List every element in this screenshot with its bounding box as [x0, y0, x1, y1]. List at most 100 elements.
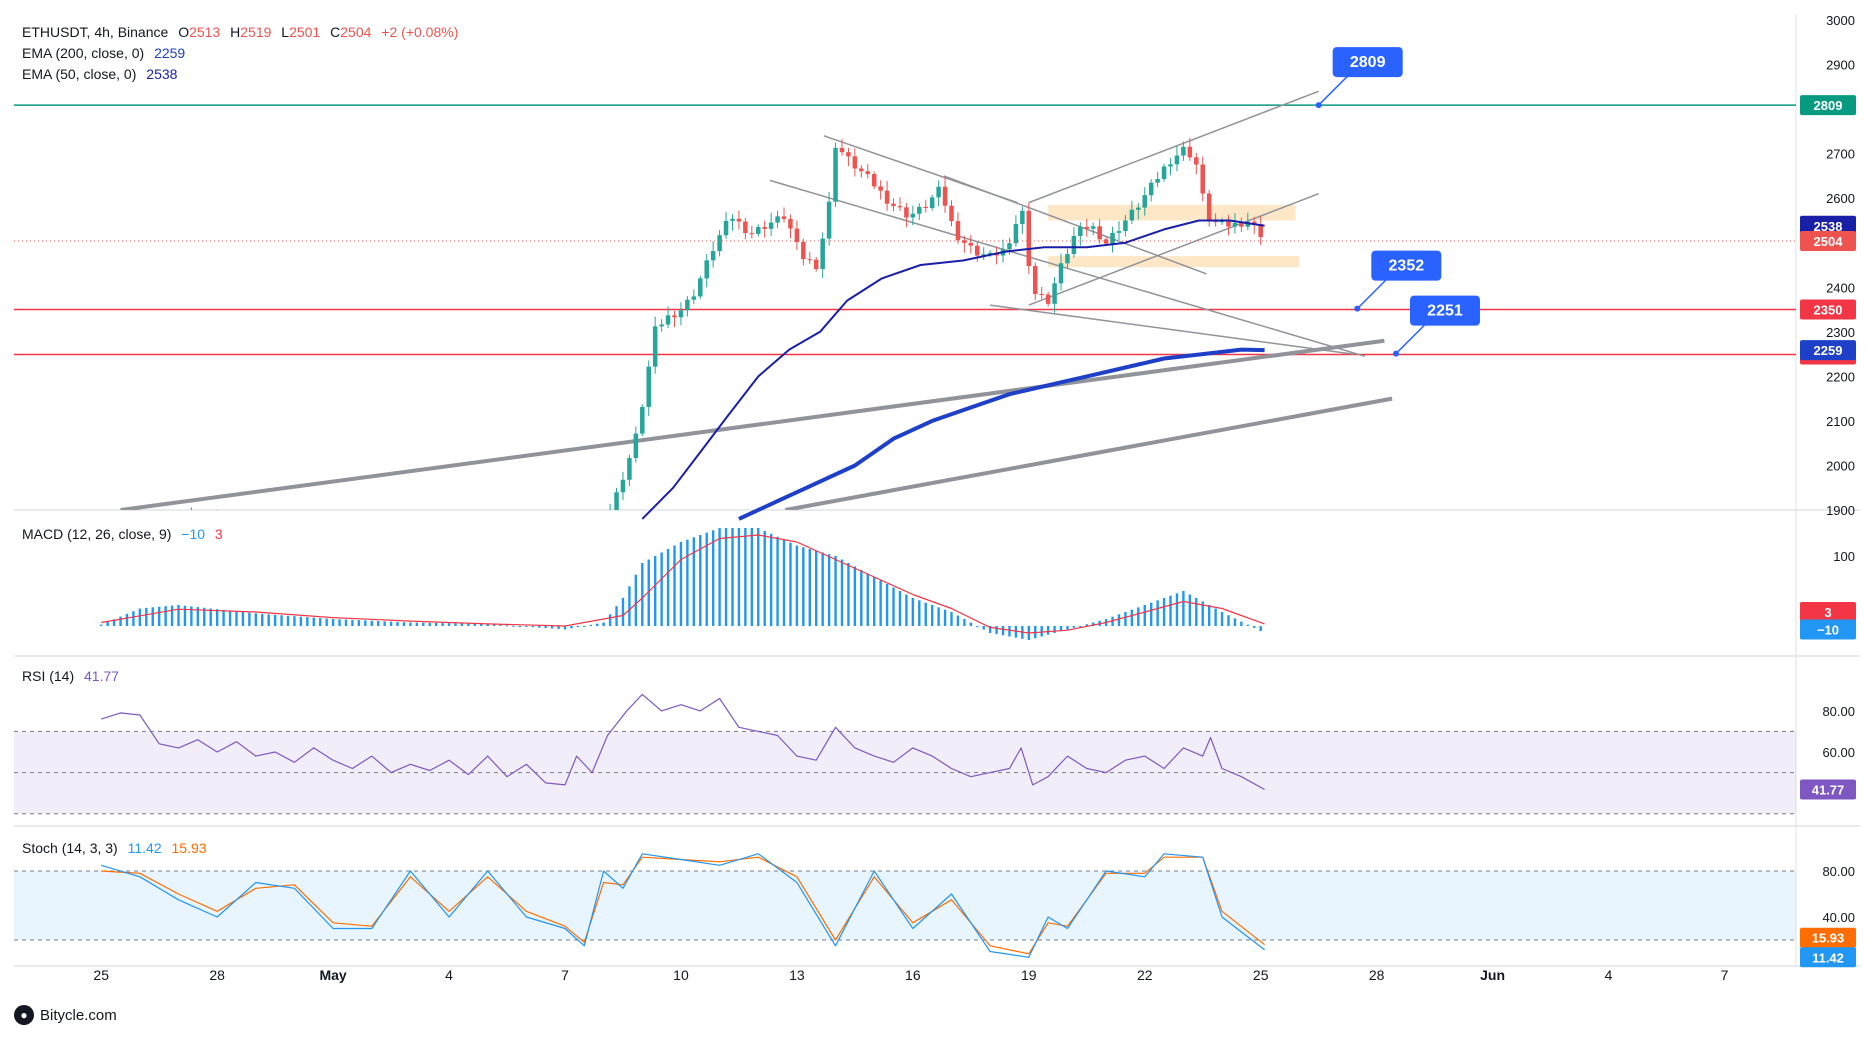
macd-bar — [988, 626, 992, 633]
candle-body — [196, 517, 201, 523]
candle-body — [453, 533, 458, 536]
candle-body — [749, 233, 755, 235]
macd-bar — [937, 607, 940, 626]
macd-bar — [821, 552, 824, 626]
macd-bar — [731, 528, 734, 626]
candle-body — [820, 238, 825, 270]
macd-bar — [1072, 626, 1076, 628]
ohlc-c-label: C — [330, 24, 341, 40]
x-tick-label: 22 — [1137, 967, 1153, 983]
candle-body — [595, 524, 600, 531]
macd-bar — [486, 623, 489, 626]
candle-body — [620, 479, 626, 493]
rsi-value-tag: 41.77 — [1812, 783, 1845, 798]
macd-bar — [215, 609, 219, 626]
candle-body — [665, 315, 671, 325]
macd-bar — [267, 614, 270, 626]
macd-bar — [1227, 615, 1230, 626]
callout-leader — [1356, 278, 1388, 310]
ohlc-low: 2501 — [289, 24, 321, 40]
macd-bar — [885, 584, 889, 626]
candle-body — [710, 251, 716, 261]
macd-bar — [705, 532, 708, 626]
candle-body — [775, 216, 780, 223]
macd-bar — [1143, 605, 1146, 626]
candle-body — [1252, 221, 1257, 224]
price-panel — [14, 74, 1796, 544]
candle-body — [376, 526, 381, 532]
candle-body — [859, 168, 864, 172]
candle-body — [633, 433, 639, 459]
macd-bar — [1207, 605, 1211, 626]
x-tick-label: Jun — [1480, 967, 1505, 983]
macd-bar — [1053, 626, 1056, 633]
macd-bar — [492, 624, 496, 626]
candle-body — [981, 254, 986, 256]
callout-label: 2352 — [1389, 258, 1425, 275]
macd-bar — [190, 606, 193, 626]
x-tick-label: 16 — [905, 967, 921, 983]
candle-body — [576, 537, 581, 544]
candle-body — [1116, 231, 1122, 233]
candle-body — [955, 221, 961, 241]
candle-body — [723, 220, 729, 236]
macd-bar — [1162, 598, 1166, 626]
macd-bar — [924, 602, 927, 626]
macd-bar — [866, 573, 869, 626]
candle-body — [730, 218, 735, 221]
candle-body — [234, 518, 239, 524]
rsi-legend: RSI (14) 41.77 — [22, 668, 119, 684]
callout-leader — [1318, 74, 1350, 106]
candle-body — [839, 147, 845, 153]
candle-body — [826, 201, 832, 239]
candle-body — [936, 186, 941, 198]
macd-bar — [789, 542, 792, 626]
candle-body — [1181, 146, 1186, 156]
macd-bar — [177, 605, 180, 626]
x-tick-label: 13 — [789, 967, 805, 983]
candle-body — [286, 522, 291, 528]
candle-body — [736, 218, 742, 222]
candle-body — [1142, 195, 1148, 208]
macd-bar — [125, 613, 129, 626]
trendline — [120, 338, 1385, 510]
candle-body — [652, 326, 658, 367]
macd-bar — [196, 607, 200, 626]
price-tick-label: 3000 — [1826, 13, 1855, 28]
candle-body — [247, 521, 252, 527]
candle-body — [421, 530, 426, 533]
macd-bar — [776, 536, 779, 626]
macd-bar — [853, 566, 857, 626]
macd-bar — [699, 535, 702, 626]
stoch-tick-label: 80.00 — [1822, 864, 1855, 879]
price-tag-bg — [1800, 340, 1856, 361]
x-tick-label: 19 — [1021, 967, 1037, 983]
macd-bar — [351, 619, 354, 626]
macd-bar — [1253, 626, 1256, 628]
macd-bar — [293, 616, 296, 626]
candle-body — [678, 310, 684, 318]
candle-body — [781, 216, 787, 219]
candle-body — [743, 221, 748, 234]
price-tag: 2538 — [1814, 219, 1843, 234]
stoch-k-value: 11.42 — [127, 840, 162, 856]
macd-bar — [608, 614, 612, 626]
supply-zone — [1048, 204, 1296, 221]
callout-box — [1371, 250, 1442, 281]
candle-body — [279, 522, 284, 525]
callout-box — [1409, 295, 1480, 326]
macd-bar — [132, 611, 135, 626]
candle-body — [485, 537, 490, 540]
macd-bar — [518, 626, 522, 627]
callout-label: 2809 — [1350, 54, 1386, 71]
candle-body — [942, 186, 948, 206]
x-tick-label: 4 — [1605, 967, 1613, 983]
macd-bar — [995, 626, 998, 635]
stoch-legend: Stoch (14, 3, 3) 11.42 15.93 — [22, 840, 207, 856]
candle-body — [260, 521, 265, 524]
footer-brand[interactable]: ● Bitycle.com — [14, 1005, 117, 1025]
macd-bar — [1040, 626, 1043, 637]
candle-body — [402, 529, 407, 532]
